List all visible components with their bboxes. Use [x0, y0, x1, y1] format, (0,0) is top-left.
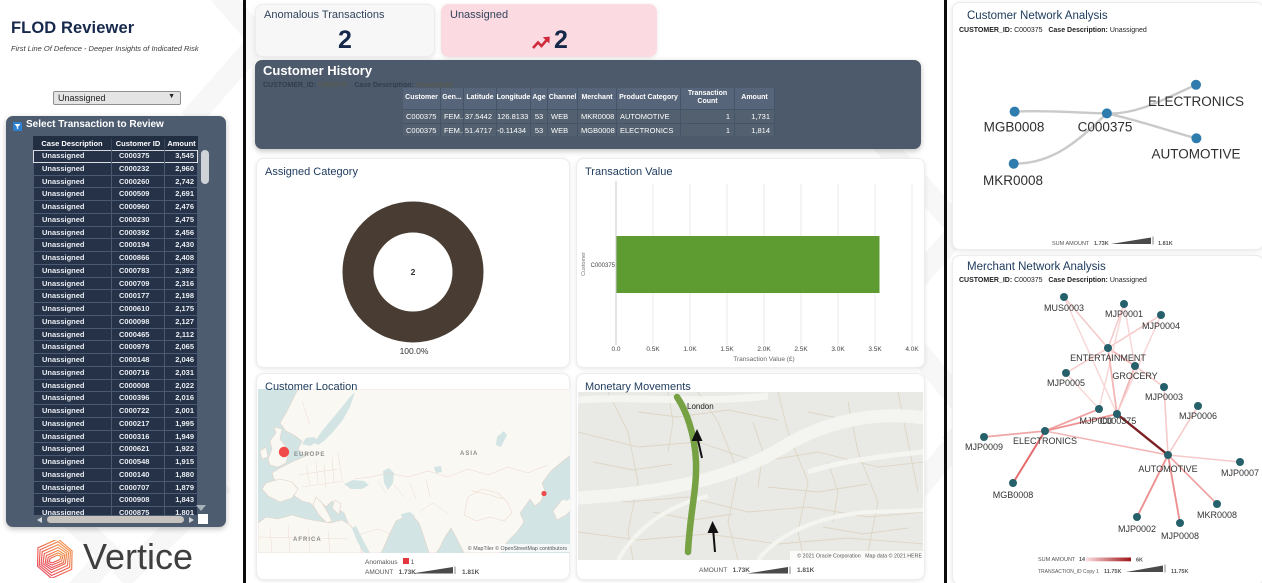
svg-text:SUM AMOUNT: SUM AMOUNT — [1052, 241, 1090, 247]
svg-text:GROCERY: GROCERY — [1112, 371, 1157, 381]
svg-text:14: 14 — [1079, 557, 1086, 563]
svg-text:AFRICA: AFRICA — [293, 537, 322, 543]
svg-text:MUS0003: MUS0003 — [1044, 303, 1084, 313]
svg-text:MJP0008: MJP0008 — [1161, 531, 1199, 541]
svg-text:SUM AMOUNT: SUM AMOUNT — [1038, 557, 1076, 563]
svg-text:2.5K: 2.5K — [794, 346, 808, 353]
svg-text:MJP000: MJP000 — [1079, 416, 1112, 426]
svg-text:MJP0005: MJP0005 — [1047, 378, 1085, 388]
svg-text:ELECTRONICS: ELECTRONICS — [1013, 436, 1077, 446]
svg-text:0.0: 0.0 — [611, 346, 620, 353]
svg-text:TRANSACTION_ID Copy 1: TRANSACTION_ID Copy 1 — [1038, 569, 1099, 575]
svg-text:2: 2 — [411, 267, 416, 277]
svg-text:0.5K: 0.5K — [646, 346, 660, 353]
svg-text:ELECTRONICS: ELECTRONICS — [1148, 94, 1244, 109]
svg-text:1.0K: 1.0K — [683, 346, 697, 353]
svg-text:© 2021 Oracle Corporation Ma: © 2021 Oracle Corporation Map data © 202… — [797, 553, 922, 560]
svg-text:MGB0008: MGB0008 — [984, 120, 1045, 135]
svg-text:AUTOMOTIVE: AUTOMOTIVE — [1138, 464, 1197, 474]
svg-text:MJP0003: MJP0003 — [1145, 392, 1183, 402]
svg-text:2.0K: 2.0K — [757, 346, 771, 353]
svg-text:1.73K: 1.73K — [1094, 241, 1109, 247]
svg-text:EUROPE: EUROPE — [294, 452, 325, 458]
svg-text:11.75K: 11.75K — [1104, 569, 1121, 575]
svg-text:ASIA: ASIA — [460, 451, 478, 457]
svg-text:Transaction Value (£): Transaction Value (£) — [733, 356, 794, 363]
svg-text:6K: 6K — [1136, 558, 1143, 564]
svg-text:3.0K: 3.0K — [831, 346, 845, 353]
svg-text:ENTERTAINMENT: ENTERTAINMENT — [1070, 353, 1146, 363]
svg-text:MJP0004: MJP0004 — [1142, 321, 1180, 331]
svg-text:C000375: C000375 — [1078, 120, 1133, 135]
svg-text:Customer: Customer — [581, 252, 587, 276]
svg-text:MJP0006: MJP0006 — [1179, 411, 1217, 421]
svg-text:MJP0009: MJP0009 — [965, 442, 1003, 452]
svg-text:C000375: C000375 — [1100, 416, 1137, 426]
svg-text:11.75K: 11.75K — [1171, 569, 1188, 575]
svg-text:1.81K: 1.81K — [1158, 241, 1173, 247]
svg-text:MJP0007: MJP0007 — [1221, 468, 1259, 478]
svg-text:© MapTiler © OpenStreetMap con: © MapTiler © OpenStreetMap contributors — [468, 545, 568, 552]
svg-text:1.5K: 1.5K — [720, 346, 734, 353]
svg-text:MJP0002: MJP0002 — [1118, 524, 1156, 534]
svg-text:4.0K: 4.0K — [905, 346, 919, 353]
svg-text:MJP0001: MJP0001 — [1105, 309, 1143, 319]
svg-text:3.5K: 3.5K — [868, 346, 882, 353]
svg-text:MKR0008: MKR0008 — [983, 173, 1043, 188]
svg-text:AUTOMOTIVE: AUTOMOTIVE — [1151, 147, 1240, 162]
svg-text:MKR0008: MKR0008 — [1197, 510, 1237, 520]
svg-text:C000375: C000375 — [591, 263, 616, 269]
svg-text:MGB0008: MGB0008 — [993, 490, 1034, 500]
svg-text:London: London — [687, 402, 714, 411]
